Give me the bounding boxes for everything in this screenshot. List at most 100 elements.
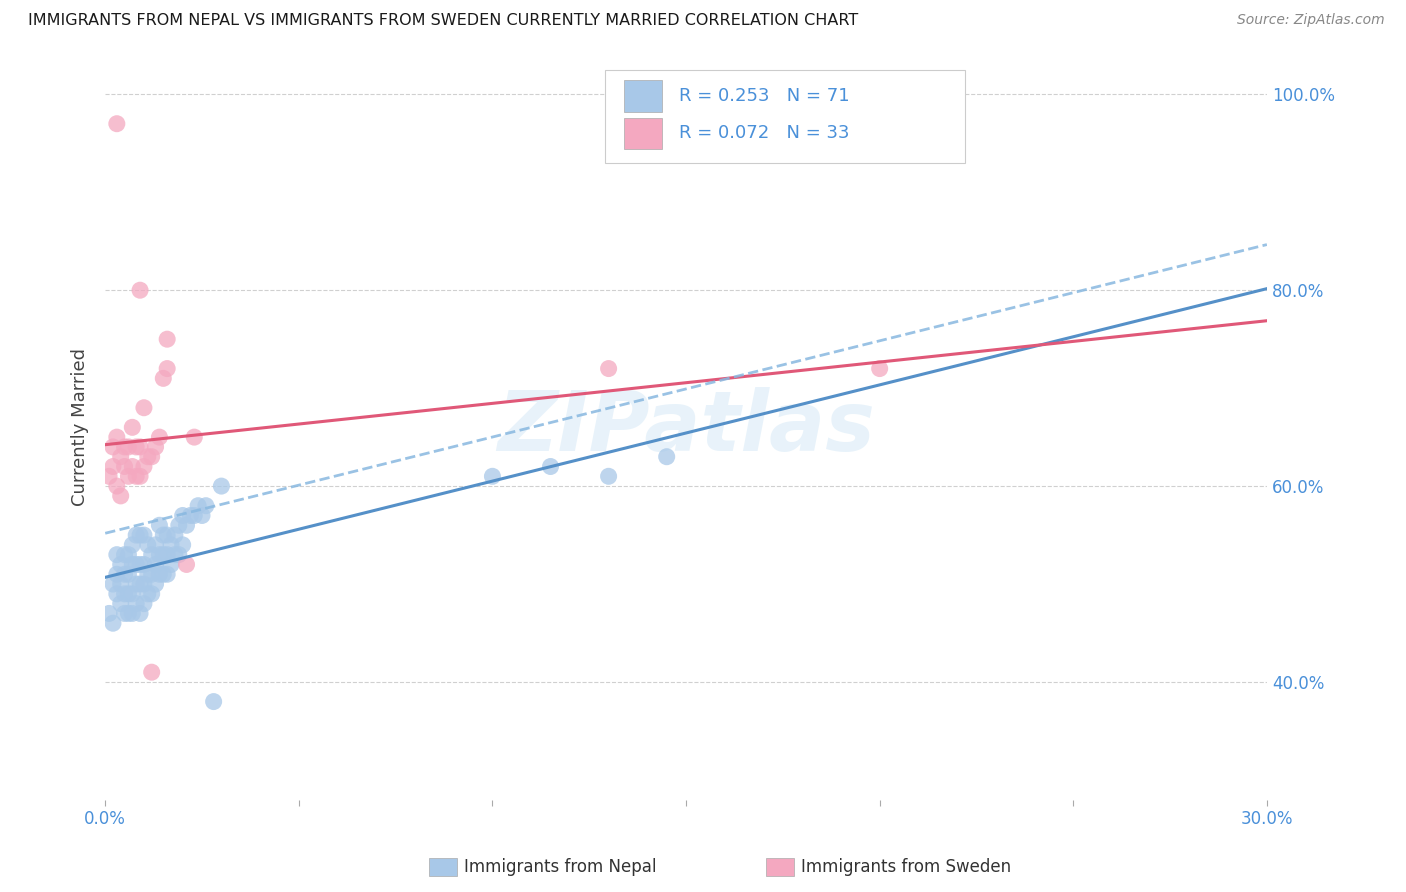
- Point: [132, 459, 155, 474]
- Text: Immigrants from Sweden: Immigrants from Sweden: [801, 858, 1011, 876]
- Point: [132, 528, 155, 542]
- Point: [148, 548, 170, 562]
- Point: [191, 508, 214, 523]
- Text: R = 0.072   N = 33: R = 0.072 N = 33: [679, 124, 849, 143]
- Point: [132, 558, 155, 572]
- Point: [141, 450, 163, 464]
- Point: [129, 558, 152, 572]
- Point: [141, 665, 163, 680]
- Point: [156, 567, 179, 582]
- Point: [141, 587, 163, 601]
- Point: [114, 440, 136, 454]
- Text: R = 0.253   N = 71: R = 0.253 N = 71: [679, 87, 849, 105]
- Point: [163, 548, 186, 562]
- Point: [121, 558, 143, 572]
- Point: [125, 597, 148, 611]
- Point: [117, 469, 139, 483]
- Point: [101, 459, 124, 474]
- Point: [125, 528, 148, 542]
- Point: [110, 597, 132, 611]
- Point: [121, 538, 143, 552]
- Point: [209, 479, 232, 493]
- Point: [183, 508, 205, 523]
- Point: [194, 499, 217, 513]
- Point: [172, 538, 194, 552]
- Point: [105, 548, 128, 562]
- Point: [145, 538, 167, 552]
- Point: [105, 567, 128, 582]
- Point: [101, 616, 124, 631]
- Point: [183, 430, 205, 444]
- Text: Immigrants from Nepal: Immigrants from Nepal: [464, 858, 657, 876]
- Point: [125, 469, 148, 483]
- Point: [105, 479, 128, 493]
- Point: [117, 587, 139, 601]
- Point: [156, 528, 179, 542]
- Point: [152, 371, 174, 385]
- Point: [105, 430, 128, 444]
- Point: [114, 587, 136, 601]
- Point: [101, 577, 124, 591]
- Point: [129, 528, 152, 542]
- Point: [132, 597, 155, 611]
- Point: [125, 577, 148, 591]
- Point: [121, 607, 143, 621]
- Point: [160, 558, 183, 572]
- Point: [117, 567, 139, 582]
- Point: [148, 430, 170, 444]
- Point: [187, 499, 209, 513]
- Point: [141, 548, 163, 562]
- Point: [163, 528, 186, 542]
- Point: [105, 587, 128, 601]
- Point: [98, 607, 121, 621]
- Point: [132, 401, 155, 415]
- Point: [179, 508, 201, 523]
- Point: [129, 607, 152, 621]
- Point: [110, 558, 132, 572]
- Point: [136, 587, 159, 601]
- Point: [125, 558, 148, 572]
- Point: [101, 440, 124, 454]
- Point: [152, 548, 174, 562]
- Point: [156, 548, 179, 562]
- Point: [129, 440, 152, 454]
- Point: [145, 577, 167, 591]
- Point: [145, 440, 167, 454]
- Point: [145, 558, 167, 572]
- Point: [114, 607, 136, 621]
- Point: [172, 508, 194, 523]
- Point: [114, 567, 136, 582]
- Point: [160, 538, 183, 552]
- Point: [152, 528, 174, 542]
- Point: [98, 469, 121, 483]
- Point: [869, 361, 891, 376]
- Point: [129, 577, 152, 591]
- Point: [114, 548, 136, 562]
- Point: [117, 440, 139, 454]
- Text: ZIPatlas: ZIPatlas: [498, 387, 875, 467]
- Point: [152, 567, 174, 582]
- Point: [141, 567, 163, 582]
- Point: [202, 695, 225, 709]
- Point: [167, 518, 190, 533]
- Text: IMMIGRANTS FROM NEPAL VS IMMIGRANTS FROM SWEDEN CURRENTLY MARRIED CORRELATION CH: IMMIGRANTS FROM NEPAL VS IMMIGRANTS FROM…: [28, 13, 859, 29]
- Point: [110, 577, 132, 591]
- Y-axis label: Currently Married: Currently Married: [72, 349, 89, 507]
- Point: [148, 518, 170, 533]
- Point: [136, 567, 159, 582]
- FancyBboxPatch shape: [605, 70, 965, 163]
- Point: [105, 117, 128, 131]
- Point: [156, 361, 179, 376]
- Point: [176, 558, 198, 572]
- Point: [148, 567, 170, 582]
- Point: [117, 548, 139, 562]
- Point: [481, 469, 503, 483]
- Point: [129, 469, 152, 483]
- Point: [121, 459, 143, 474]
- Point: [129, 283, 152, 297]
- Point: [598, 469, 620, 483]
- Point: [114, 459, 136, 474]
- Point: [110, 450, 132, 464]
- Point: [136, 538, 159, 552]
- Point: [110, 489, 132, 503]
